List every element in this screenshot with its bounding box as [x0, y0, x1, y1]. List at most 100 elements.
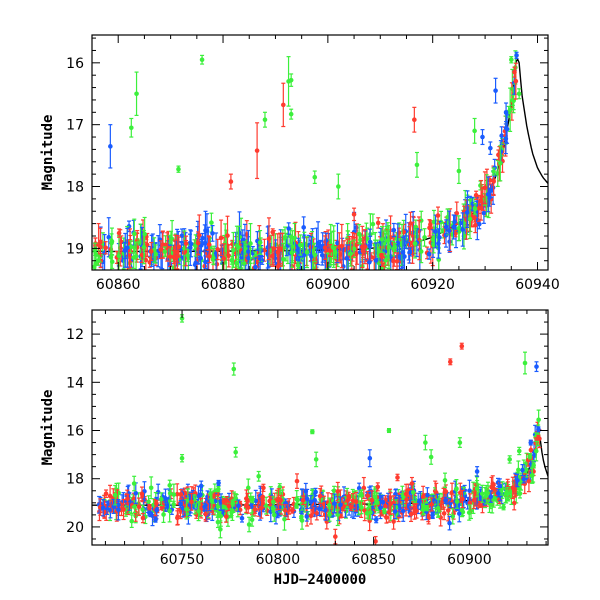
bottom-data-point — [312, 493, 317, 507]
bottom-outlier-point — [534, 361, 539, 373]
bottom-data-point — [260, 495, 265, 505]
top-data-point — [221, 243, 227, 270]
top-outlier-point — [488, 141, 493, 155]
top-data-point — [234, 258, 239, 268]
bottom-data-point — [471, 491, 477, 510]
top-data-point — [298, 234, 303, 256]
top-data-point — [339, 223, 345, 269]
top-data-point — [386, 224, 392, 270]
bottom-data-point — [236, 499, 241, 513]
top-outlier-point — [480, 129, 485, 146]
top-data-point — [335, 222, 340, 264]
bottom-data-point — [491, 484, 497, 493]
top-data-point — [392, 242, 398, 252]
bottom-data-point — [202, 502, 207, 512]
top-data-point — [418, 239, 424, 264]
bottom-data-point — [530, 466, 535, 484]
bottom-data-point — [139, 486, 145, 502]
top-data-point — [379, 225, 385, 253]
bottom-data-point — [148, 476, 154, 500]
bottom-data-point — [216, 479, 221, 487]
bottom-data-point — [189, 492, 194, 511]
top-data-point — [292, 254, 297, 270]
top-data-point — [290, 230, 295, 264]
bottom-data-point — [479, 484, 485, 503]
top-data-point — [162, 246, 168, 257]
bottom-outlier-point — [310, 429, 315, 435]
bottom-outlier-point — [367, 449, 373, 468]
bottom-data-points — [96, 314, 542, 545]
top-outlier-point — [414, 151, 420, 178]
x-tick-label: 60900 — [447, 552, 492, 568]
bottom-outlier-point — [218, 520, 223, 539]
top-outlier-point — [336, 173, 341, 200]
bottom-data-point — [477, 501, 482, 509]
bottom-data-point — [289, 507, 295, 514]
bottom-outlier-point — [386, 427, 392, 434]
top-outlier-point — [176, 165, 181, 173]
top-data-point — [361, 239, 366, 256]
bottom-data-point — [154, 499, 159, 507]
top-data-point — [295, 261, 301, 270]
top-data-point — [353, 233, 359, 270]
top-data-point — [185, 248, 190, 263]
bottom-outlier-point — [536, 434, 541, 441]
top-data-point — [336, 232, 342, 262]
top-data-point — [95, 255, 101, 266]
top-data-point — [482, 171, 488, 205]
bottom-data-point — [223, 510, 229, 523]
top-data-point — [122, 241, 128, 260]
top-data-point — [207, 249, 212, 264]
bottom-outlier-point — [246, 516, 252, 533]
bottom-data-point — [112, 484, 118, 506]
y-tick-label: 14 — [66, 375, 84, 391]
bottom-data-point — [501, 503, 506, 511]
top-data-point — [218, 219, 224, 257]
bottom-data-point — [460, 489, 465, 509]
top-data-point — [507, 87, 513, 133]
top-data-point — [412, 228, 418, 259]
top-data-point — [383, 255, 389, 266]
top-outlier-point — [512, 66, 517, 78]
x-tick-label: 60880 — [201, 277, 246, 293]
top-data-point — [443, 219, 449, 235]
top-data-point — [454, 201, 460, 225]
x-tick-label: 60750 — [160, 552, 205, 568]
bottom-data-point — [510, 476, 516, 500]
top-data-point — [435, 206, 441, 225]
bottom-data-point — [116, 500, 121, 510]
top-outlier-point — [493, 77, 498, 104]
bottom-data-point — [158, 492, 164, 507]
bottom-data-point — [392, 503, 398, 520]
bottom-outlier-point — [507, 455, 512, 464]
top-outlier-point — [254, 122, 260, 180]
bottom-data-point — [129, 514, 135, 529]
bottom-outlier-point — [313, 451, 319, 468]
top-data-point — [312, 247, 318, 263]
top-data-point — [182, 230, 187, 267]
y-tick-label: 18 — [66, 180, 84, 196]
top-outlier-point — [134, 71, 139, 116]
top-data-point — [451, 214, 456, 240]
top-data-point — [467, 198, 473, 240]
top-outlier-point — [503, 102, 509, 123]
top-outlier-point — [228, 173, 234, 190]
top-data-point — [318, 241, 323, 254]
bottom-outlier-point — [457, 437, 463, 448]
top-data-point — [175, 250, 180, 263]
bottom-data-point — [250, 495, 255, 504]
bottom-data-point — [368, 504, 373, 521]
bottom-data-point — [100, 499, 106, 517]
bottom-data-point — [430, 512, 435, 519]
y-tick-label: 12 — [66, 327, 84, 343]
top-data-point — [248, 223, 253, 264]
bottom-data-point — [125, 493, 130, 504]
top-data-points — [92, 50, 522, 270]
bottom-data-point — [483, 487, 489, 505]
bottom-data-point — [365, 490, 370, 501]
bottom-outlier-point — [459, 342, 465, 350]
bottom-data-point — [136, 497, 142, 517]
y-tick-label: 17 — [66, 118, 84, 134]
top-data-point — [322, 235, 328, 260]
top-outlier-point — [351, 207, 357, 222]
